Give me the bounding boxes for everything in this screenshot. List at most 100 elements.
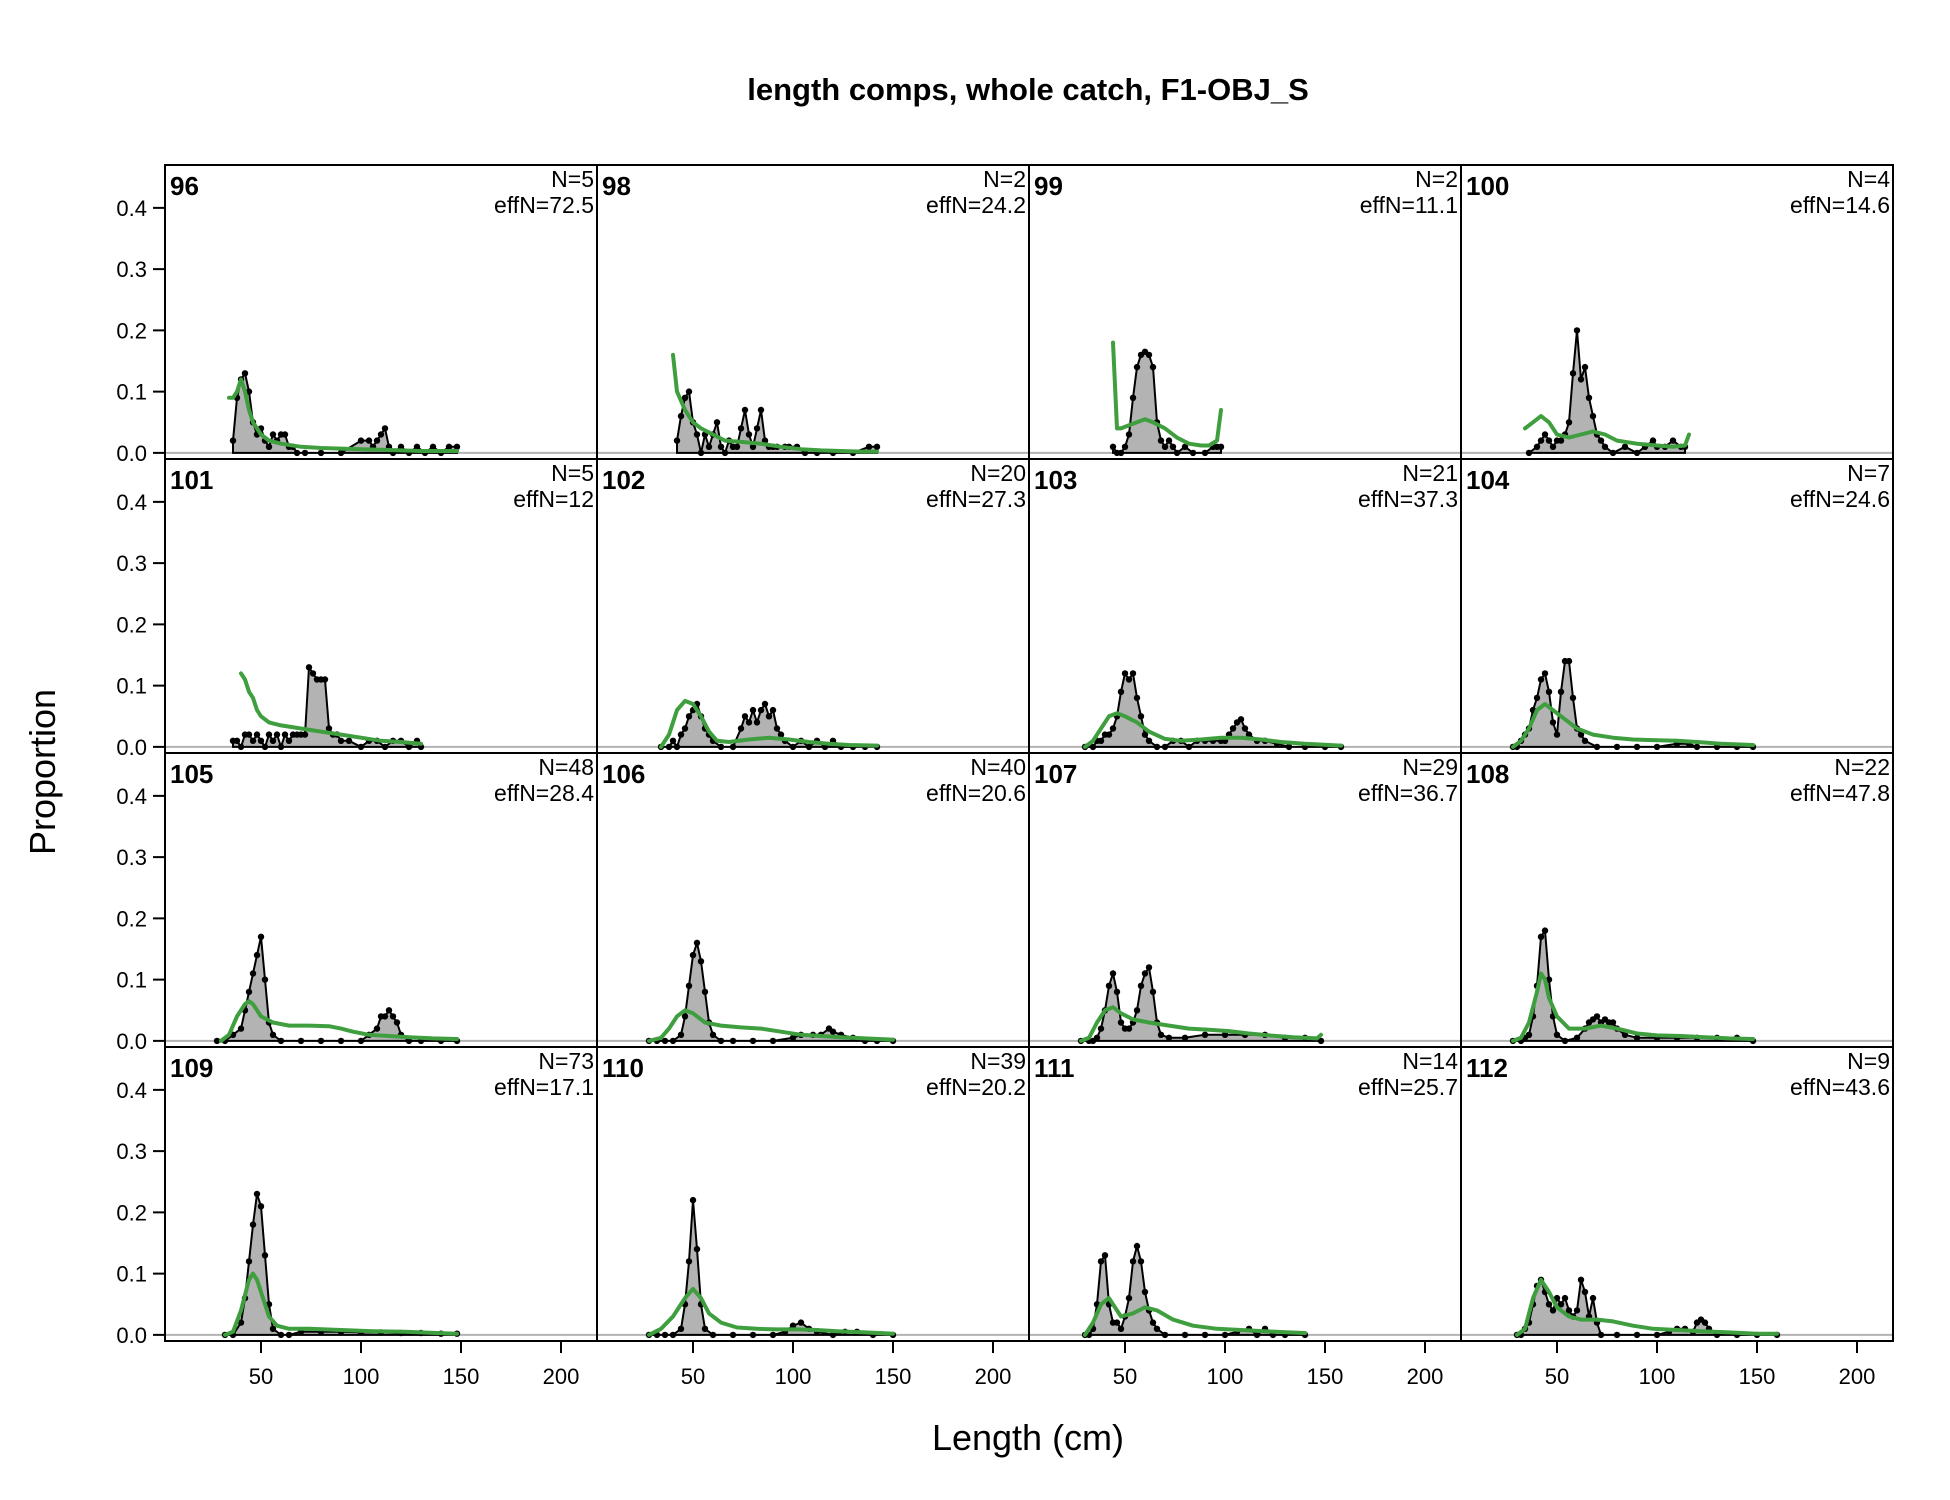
observed-point — [745, 431, 753, 438]
observed-point — [753, 425, 761, 432]
observed-point — [749, 1037, 757, 1045]
observed-point — [1093, 1034, 1101, 1042]
panel-label: 98 — [602, 171, 631, 201]
x-tick-label: 100 — [1207, 1364, 1244, 1389]
observed-point — [1113, 1319, 1121, 1326]
observed-point — [1593, 743, 1601, 751]
observed-point — [1581, 363, 1589, 371]
panel-label: 107 — [1034, 759, 1077, 789]
expected-line — [1079, 1005, 1323, 1043]
observed-area — [1513, 660, 1753, 748]
y-tick-label: 0.3 — [116, 551, 147, 576]
observed-point — [661, 1037, 669, 1045]
panel-label: 96 — [170, 171, 199, 201]
observed-point — [325, 725, 333, 732]
observed-point — [1201, 1331, 1209, 1339]
observed-point — [1693, 743, 1701, 751]
observed-point — [1653, 1331, 1661, 1339]
observed-point — [1153, 1325, 1161, 1333]
panel-effn: effN=28.4 — [494, 780, 594, 806]
observed-point — [1317, 1037, 1325, 1045]
observed-point — [1137, 982, 1145, 989]
observed-point — [753, 719, 761, 726]
observed-point — [1565, 419, 1573, 426]
panel-effn: effN=37.3 — [1358, 486, 1458, 512]
observed-point — [741, 406, 749, 414]
observed-point — [713, 419, 721, 426]
panel-n: N=5 — [551, 166, 594, 192]
observed-point — [1161, 743, 1169, 751]
panel-n: N=73 — [538, 1048, 594, 1074]
observed-point — [297, 1037, 305, 1045]
observed-point — [345, 737, 353, 744]
observed-point — [685, 713, 693, 720]
observed-point — [233, 737, 241, 744]
observed-point — [1097, 1258, 1105, 1265]
observed-point — [789, 1322, 797, 1329]
panel-effn: effN=14.6 — [1790, 192, 1890, 218]
observed-point — [253, 1190, 261, 1198]
y-tick-label: 0.1 — [116, 380, 147, 405]
observed-point — [677, 412, 685, 420]
observed-point — [689, 1196, 697, 1204]
panel-effn: effN=24.6 — [1790, 486, 1890, 512]
observed-point — [277, 743, 285, 751]
observed-point — [1149, 363, 1157, 371]
observed-point — [769, 1331, 777, 1339]
observed-point — [1525, 1031, 1533, 1039]
observed-point — [729, 1331, 737, 1339]
x-tick-label: 150 — [443, 1364, 480, 1389]
observed-point — [1569, 370, 1577, 377]
observed-point — [229, 437, 237, 444]
observed-point — [685, 982, 693, 989]
observed-point — [829, 1028, 837, 1035]
panel-n: N=4 — [1847, 166, 1890, 192]
panel-effn: effN=20.2 — [926, 1074, 1026, 1100]
observed-area — [225, 1193, 458, 1336]
observed-point — [769, 706, 777, 714]
observed-point — [445, 443, 453, 450]
panel-label: 112 — [1466, 1053, 1508, 1083]
expected-line — [1511, 971, 1755, 1043]
observed-point — [681, 1013, 689, 1020]
observed-point — [1621, 443, 1629, 450]
panel-n: N=20 — [970, 460, 1026, 486]
panel-effn: effN=20.6 — [926, 780, 1026, 806]
observed-point — [1553, 1294, 1561, 1302]
observed-point — [1181, 1331, 1189, 1339]
y-tick-label: 0.4 — [116, 196, 147, 221]
observed-point — [1125, 1025, 1133, 1032]
observed-point — [709, 1331, 717, 1339]
observed-point — [301, 449, 309, 457]
observed-point — [285, 737, 293, 744]
observed-area — [649, 939, 893, 1042]
y-tick-label: 0.2 — [116, 612, 147, 637]
observed-point — [757, 706, 765, 714]
observed-point — [1577, 376, 1585, 383]
panel-n: N=39 — [970, 1048, 1026, 1074]
observed-point — [1153, 743, 1161, 751]
expected-line — [659, 698, 879, 749]
observed-point — [1097, 737, 1105, 744]
observed-point — [1553, 731, 1561, 738]
panel-label: 104 — [1466, 465, 1510, 495]
observed-point — [1229, 725, 1237, 732]
observed-point — [1609, 449, 1617, 457]
observed-point — [757, 406, 765, 414]
observed-point — [257, 737, 265, 744]
observed-point — [1597, 437, 1605, 444]
y-tick-label: 0.1 — [116, 1262, 147, 1287]
panel-label: 103 — [1034, 465, 1077, 495]
observed-point — [685, 1258, 693, 1265]
observed-point — [1573, 327, 1581, 334]
observed-point — [1133, 363, 1141, 371]
observed-point — [1125, 676, 1133, 683]
observed-point — [1117, 688, 1125, 695]
observed-point — [281, 731, 289, 738]
observed-point — [257, 1203, 265, 1210]
